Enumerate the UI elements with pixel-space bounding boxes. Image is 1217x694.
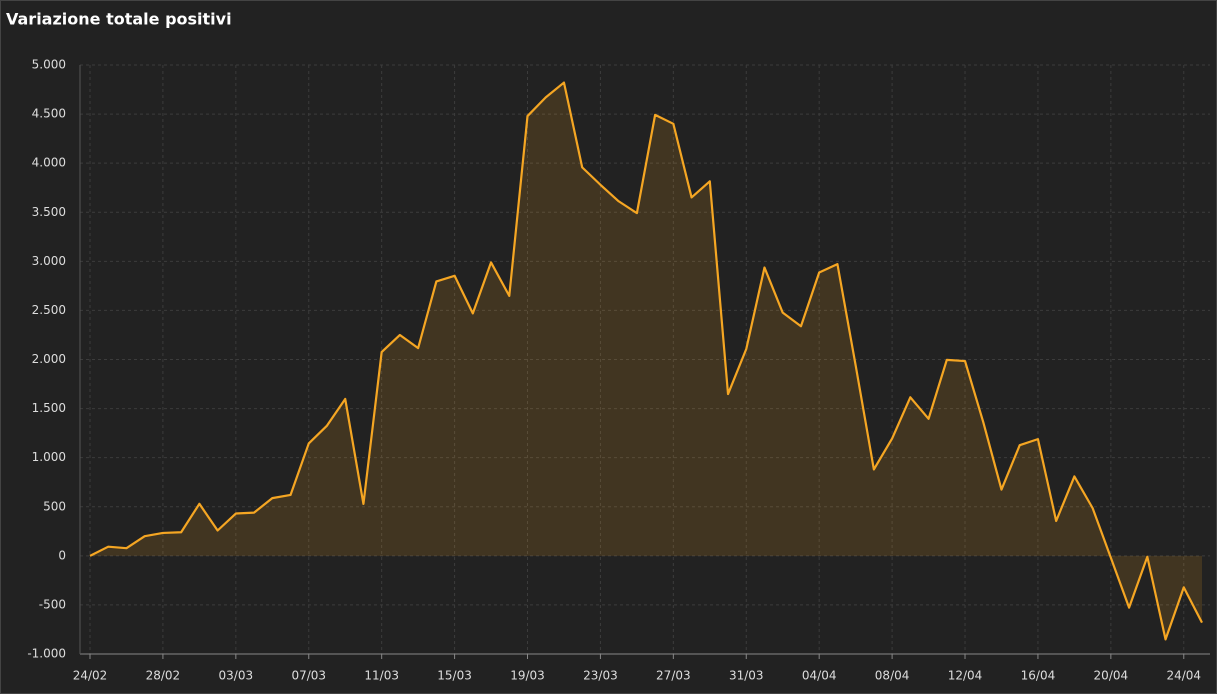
x-tick-label: 07/03 <box>291 669 326 683</box>
x-tick-label: 15/03 <box>437 669 472 683</box>
line <box>89 81 1203 641</box>
y-tick-label: 4.500 <box>32 107 66 121</box>
chart-title: Variazione totale positivi <box>6 10 232 29</box>
x-tick-label: 23/03 <box>583 669 618 683</box>
y-tick-label: 2.000 <box>32 352 66 366</box>
y-tick-label: -500 <box>39 597 66 611</box>
x-tick-label: 08/04 <box>875 669 910 683</box>
x-tick-label: 19/03 <box>510 669 545 683</box>
y-tick-label: 1.000 <box>32 450 66 464</box>
x-tick-label: 03/03 <box>219 669 254 683</box>
y-tick-label: 3.500 <box>32 205 66 219</box>
x-tick-label: 16/04 <box>1021 669 1056 683</box>
y-tick-label: 0 <box>58 548 66 562</box>
x-tick-label: 11/03 <box>364 669 399 683</box>
x-tick-label: 20/04 <box>1094 669 1129 683</box>
x-tick-label: 24/02 <box>73 669 108 683</box>
y-tick-label: 1.500 <box>32 401 66 415</box>
area <box>90 82 1202 640</box>
y-tick-label: 5.000 <box>32 58 66 72</box>
x-tick-label: 12/04 <box>948 669 983 683</box>
y-tick-label: 2.500 <box>32 303 66 317</box>
y-tick-label: 3.000 <box>32 254 66 268</box>
x-tick-label: 24/04 <box>1166 669 1201 683</box>
y-tick-label: 4.000 <box>32 156 66 170</box>
x-tick-label: 04/04 <box>802 669 837 683</box>
x-tick-label: 28/02 <box>146 669 181 683</box>
y-tick-label: 500 <box>43 499 66 513</box>
x-tick-label: 27/03 <box>656 669 691 683</box>
y-tick-label: -1.000 <box>27 647 66 661</box>
x-tick-label: 31/03 <box>729 669 764 683</box>
